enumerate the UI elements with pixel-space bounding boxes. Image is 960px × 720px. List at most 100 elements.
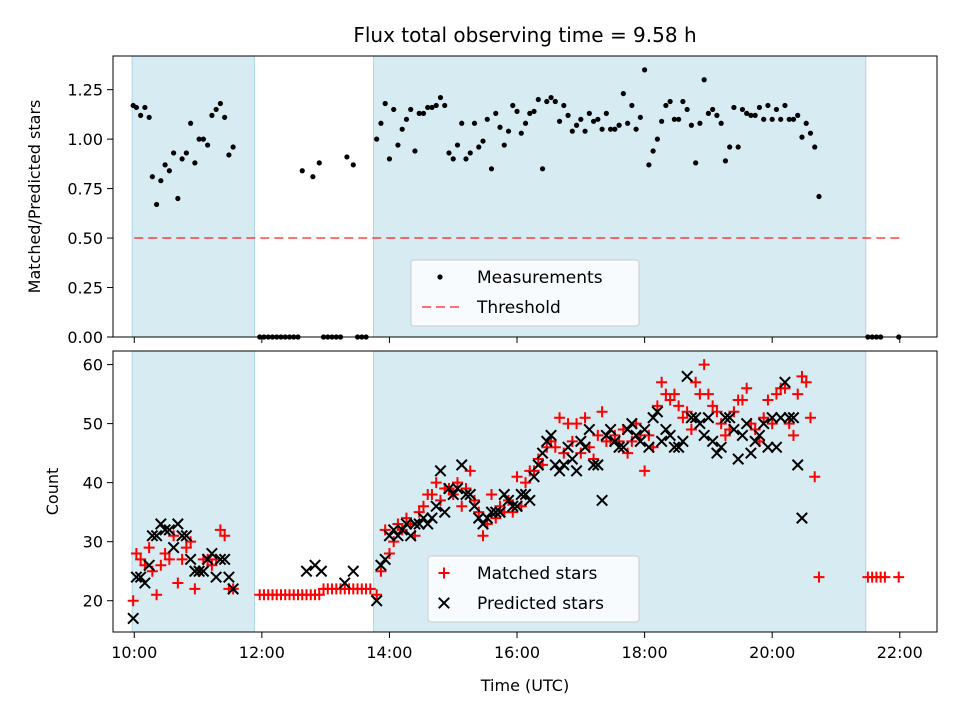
matched-point xyxy=(783,418,795,430)
measurement-point xyxy=(518,130,524,136)
legend-marker-predicted-glyph xyxy=(438,597,450,609)
predicted-point xyxy=(163,523,176,536)
predicted-point xyxy=(222,571,235,584)
measurement-point xyxy=(667,98,673,105)
predicted-point xyxy=(528,470,540,483)
measurement-point xyxy=(179,156,185,162)
predicted-point xyxy=(608,435,621,448)
measurement-point xyxy=(816,193,822,200)
measurement-point xyxy=(230,144,236,150)
measurement-point xyxy=(739,106,746,113)
matched-point xyxy=(893,571,905,583)
measurement-point xyxy=(192,160,198,166)
predicted-point xyxy=(796,512,808,524)
predicted-point xyxy=(498,488,511,501)
bottom-legend-box xyxy=(427,555,640,623)
matched-point xyxy=(698,359,710,371)
top-y-ticks: 0.00 0.25 0.50 0.75 1.00 1.25 xyxy=(67,81,113,347)
matched-point xyxy=(566,435,578,447)
predicted-point xyxy=(587,459,600,471)
predicted-point xyxy=(477,518,489,530)
predicted-point xyxy=(472,512,485,524)
predicted-point xyxy=(387,523,400,536)
measurement-point xyxy=(556,118,563,124)
measurement-point xyxy=(153,201,160,208)
matched-point xyxy=(707,400,719,412)
matched-point xyxy=(313,589,325,601)
predicted-point xyxy=(396,523,409,536)
measurement-point xyxy=(146,114,152,120)
predicted-point xyxy=(787,411,800,424)
measurement-point xyxy=(799,134,805,140)
measurement-point xyxy=(463,156,469,162)
top-axes-frame xyxy=(112,55,938,338)
matched-point xyxy=(579,412,591,424)
measurement-point xyxy=(603,110,609,116)
measurement-point xyxy=(425,104,431,111)
measurement-point xyxy=(158,178,164,184)
measurement-point xyxy=(213,106,219,113)
predicted-point xyxy=(762,441,774,454)
matched-point xyxy=(426,488,438,500)
measurement-point xyxy=(488,166,495,172)
matched-point xyxy=(592,429,604,441)
measurement-point xyxy=(748,112,754,118)
x-tick-label: 14:00 xyxy=(366,643,412,662)
predicted-point xyxy=(630,429,643,442)
matched-point xyxy=(185,536,197,548)
matched-point xyxy=(494,500,506,512)
predicted-point xyxy=(315,565,328,578)
matched-point xyxy=(180,542,192,554)
measurement-point xyxy=(382,100,388,107)
measurement-point xyxy=(663,102,669,109)
predicted-point xyxy=(201,553,214,566)
matched-point xyxy=(379,524,391,536)
matched-point xyxy=(736,394,748,406)
matched-point xyxy=(135,553,147,565)
measurement-point xyxy=(437,94,444,101)
measurement-point xyxy=(535,96,541,103)
predicted-point xyxy=(146,529,159,542)
predicted-point xyxy=(566,453,579,465)
x-tick-label: 10:00 xyxy=(111,643,157,662)
measurement-point xyxy=(493,110,499,116)
measurement-point xyxy=(442,102,448,109)
y-tick-label: 0.25 xyxy=(67,279,103,298)
predicted-point xyxy=(130,571,143,584)
measurement-point xyxy=(599,126,605,132)
measurement-point xyxy=(217,100,223,107)
measurement-point xyxy=(188,120,194,126)
predicted-point xyxy=(728,423,740,436)
legend-label-threshold: Threshold xyxy=(476,298,561,318)
measurement-point xyxy=(590,118,597,124)
predicted-point xyxy=(134,571,147,584)
matched-point xyxy=(571,418,583,430)
measurement-point xyxy=(316,160,322,166)
y-tick-label: 20 xyxy=(83,592,103,611)
bottom-legend: Matched stars Predicted stars xyxy=(427,555,640,623)
predicted-point xyxy=(638,423,651,436)
measurement-point xyxy=(420,110,427,116)
predicted-point xyxy=(154,518,167,530)
predicted-point xyxy=(404,529,417,542)
measurement-point xyxy=(378,120,384,126)
predicted-point xyxy=(421,518,434,530)
measurement-point xyxy=(399,126,405,132)
measurement-point xyxy=(569,128,575,134)
matched-point xyxy=(219,530,231,542)
top-y-axis-label: Matched/Predicted stars xyxy=(25,100,44,294)
matched-point xyxy=(804,412,816,424)
matched-point xyxy=(681,406,693,418)
predicted-point xyxy=(536,447,549,460)
legend-marker-matched-glyph xyxy=(438,567,450,579)
predicted-point xyxy=(481,512,494,524)
measurement-point xyxy=(616,122,622,128)
bottom-panel: 20 30 40 50 60 10:00 12:00 14:00 16:00 18:00 20:0… xyxy=(43,350,938,695)
measurement-point xyxy=(565,112,571,118)
measurement-point xyxy=(718,120,724,126)
predicted-point xyxy=(210,571,223,584)
matched-point xyxy=(711,406,723,418)
predicted-point xyxy=(413,518,426,530)
matched-point xyxy=(532,453,544,465)
measurement-point xyxy=(505,128,512,134)
